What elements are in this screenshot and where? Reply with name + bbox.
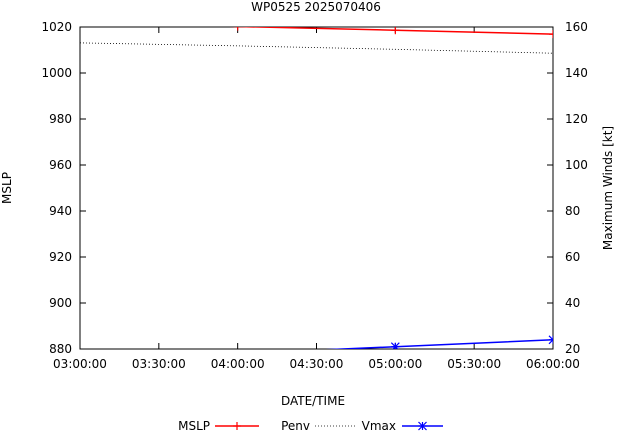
right-tick-label: 80: [565, 204, 580, 218]
y-axis-right-label: Maximum Winds [kt]: [601, 126, 615, 250]
plot-frame: [79, 26, 554, 350]
legend: MSLP Penv Vmax: [178, 419, 443, 432]
data-point-vmax: [390, 342, 400, 349]
x-tick-label: 06:00:00: [526, 357, 580, 371]
legend-marker-mslp: [233, 422, 241, 430]
x-tick-label: 05:00:00: [368, 357, 422, 371]
left-tick-label: 880: [49, 342, 72, 356]
x-tick-label: 03:30:00: [132, 357, 186, 371]
data-point-mslp: [76, 17, 84, 25]
left-tick-label: 960: [49, 158, 72, 172]
x-tick-label: 03:00:00: [53, 357, 107, 371]
right-tick-label: 160: [565, 20, 588, 34]
left-tick-label: 900: [49, 296, 72, 310]
right-tick-label: 120: [565, 112, 588, 126]
left-tick-label: 940: [49, 204, 72, 218]
data-point-mslp: [549, 30, 553, 39]
x-tick-label: 04:30:00: [290, 357, 344, 371]
right-tick-label: 100: [565, 158, 588, 172]
series-layer: [76, 17, 553, 349]
left-tick-label: 980: [49, 112, 72, 126]
left-tick-label: 920: [49, 250, 72, 264]
left-tick-label: 1020: [41, 20, 72, 34]
series-line-mslp: [229, 27, 553, 35]
data-point-vmax: [548, 335, 553, 345]
left-axis: 880 900 920 940 960 980 1000 1020: [41, 20, 553, 356]
data-point-mslp: [233, 27, 242, 31]
series-line-penv: [80, 42, 553, 54]
y-axis-left-label: MSLP: [0, 172, 14, 204]
legend-label-penv: Penv: [281, 419, 310, 432]
x-axis: 03:00:00 03:30:00 04:00:00 04:30:00 05:00:00…: [53, 27, 580, 371]
legend-marker-vmax: [418, 421, 427, 431]
legend-label-mslp: MSLP: [178, 419, 210, 432]
right-tick-label: 40: [565, 296, 580, 310]
right-tick-label: 20: [565, 342, 580, 356]
chart-title: WP0525 2025070406: [251, 0, 381, 14]
data-point-mslp: [391, 27, 400, 35]
left-tick-label: 1000: [41, 66, 72, 80]
right-tick-label: 60: [565, 250, 580, 264]
right-tick-label: 140: [565, 66, 588, 80]
x-axis-label: DATE/TIME: [281, 394, 345, 408]
x-tick-label: 05:30:00: [447, 357, 501, 371]
series-line-vmax: [325, 339, 553, 349]
legend-label-vmax: Vmax: [362, 419, 396, 432]
x-tick-label: 04:00:00: [211, 357, 265, 371]
right-axis: 20 40 60 80 100 120 140 160: [565, 20, 588, 356]
